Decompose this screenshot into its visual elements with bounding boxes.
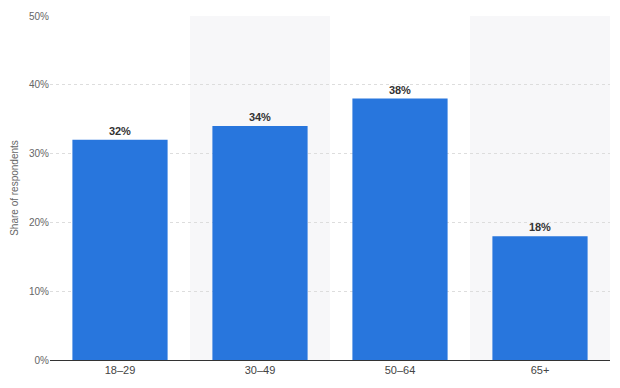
svg-text:18–29: 18–29 <box>105 364 136 376</box>
svg-text:30–49: 30–49 <box>245 364 276 376</box>
svg-text:38%: 38% <box>389 84 411 96</box>
svg-text:32%: 32% <box>109 125 131 137</box>
svg-text:18%: 18% <box>529 221 551 233</box>
svg-text:34%: 34% <box>249 111 271 123</box>
svg-text:50–64: 50–64 <box>385 364 416 376</box>
svg-text:65+: 65+ <box>531 364 550 376</box>
svg-text:Share of respondents: Share of respondents <box>9 140 20 236</box>
svg-text:50%: 50% <box>29 11 49 22</box>
svg-text:40%: 40% <box>29 79 49 90</box>
svg-text:10%: 10% <box>29 286 49 297</box>
svg-text:30%: 30% <box>29 148 49 159</box>
svg-text:0%: 0% <box>35 355 50 366</box>
svg-text:20%: 20% <box>29 217 49 228</box>
